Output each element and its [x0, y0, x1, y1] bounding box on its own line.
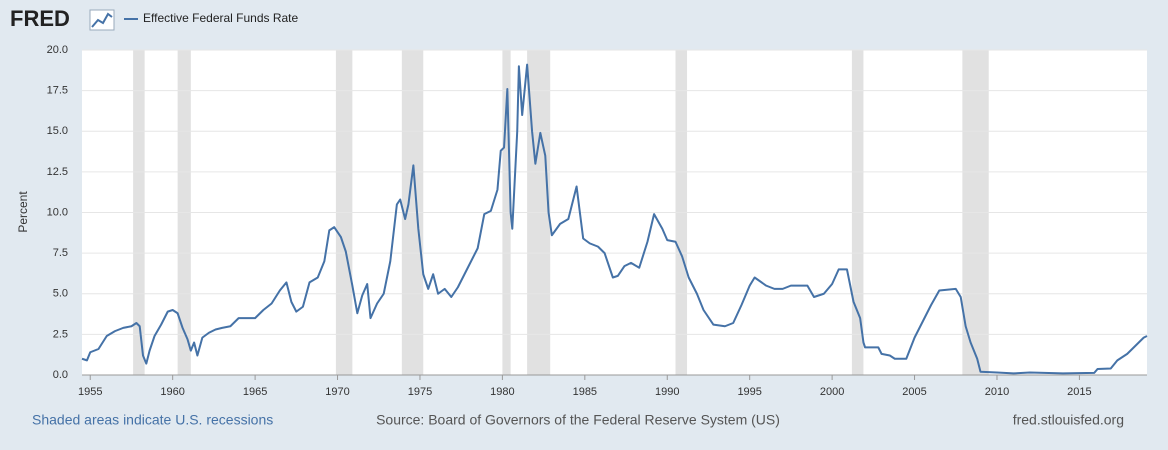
y-tick-label: 17.5 [47, 85, 68, 97]
logo-icon [89, 9, 115, 31]
x-tick-label: 2000 [820, 386, 844, 398]
x-tick-label: 2005 [902, 386, 926, 398]
y-tick-label: 12.5 [47, 166, 68, 178]
x-tick-label: 1985 [573, 386, 597, 398]
y-tick-label: 20.0 [47, 44, 68, 56]
x-tick-label: 1970 [325, 386, 349, 398]
source: Source: Board of Governors of the Federa… [376, 412, 780, 428]
y-tick-label: 0.0 [53, 369, 68, 381]
x-tick-label: 2015 [1067, 386, 1091, 398]
x-tick-label: 1980 [490, 386, 514, 398]
x-tick-label: 1975 [408, 386, 432, 398]
x-tick-label: 1960 [160, 386, 184, 398]
x-tick-label: 1965 [243, 386, 267, 398]
x-tick-label: 1955 [78, 386, 102, 398]
y-axis-label: Percent [16, 191, 30, 233]
y-tick-label: 7.5 [53, 247, 68, 259]
logo: FRED [10, 6, 70, 31]
legend-label: Effective Federal Funds Rate [143, 11, 299, 25]
x-tick-label: 2010 [985, 386, 1009, 398]
data-line [81, 63, 1148, 375]
y-tick-label: 10.0 [47, 206, 68, 218]
y-tick-label: 5.0 [53, 288, 68, 300]
site: fred.stlouisfed.org [1013, 412, 1124, 428]
y-tick-label: 15.0 [47, 125, 68, 137]
x-tick-label: 1995 [737, 386, 761, 398]
x-tick-label: 1990 [655, 386, 679, 398]
note: Shaded areas indicate U.S. recessions [32, 412, 273, 428]
y-tick-label: 2.5 [53, 328, 68, 340]
